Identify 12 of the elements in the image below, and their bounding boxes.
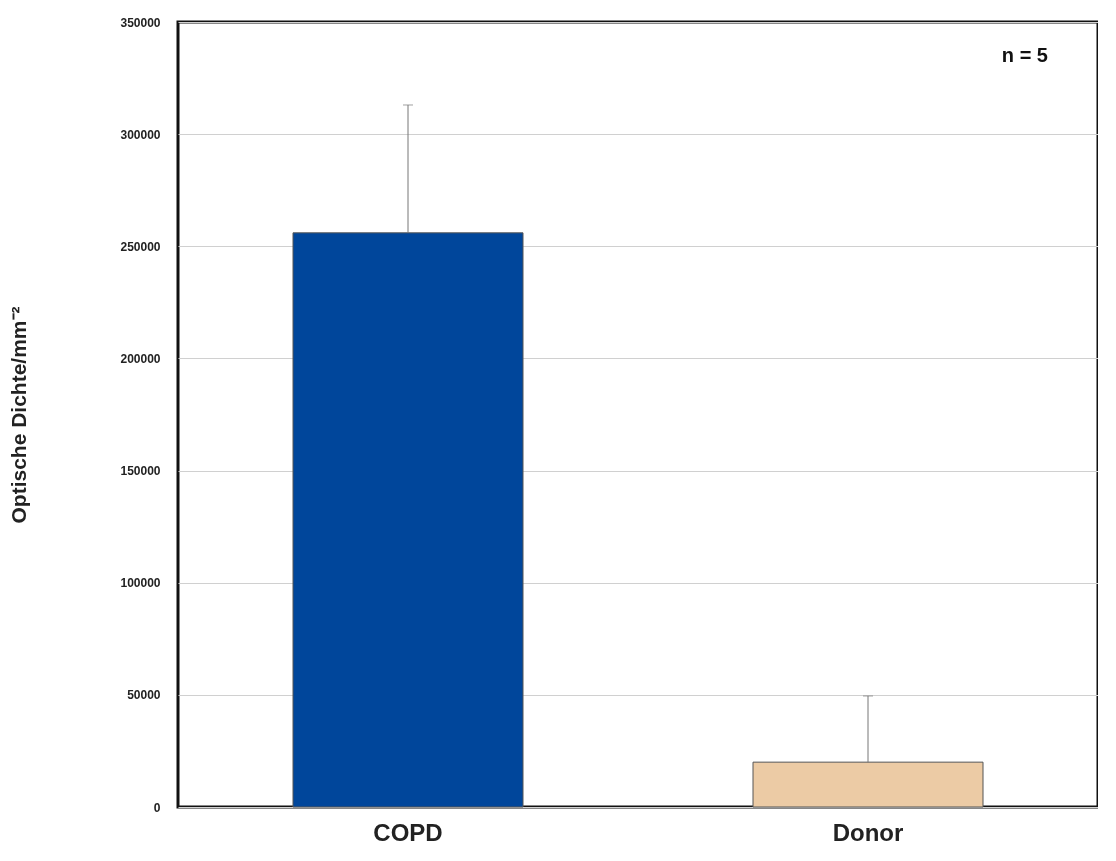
y-tick-label: 350000 [120, 15, 161, 30]
x-tick-label: Donor [832, 818, 904, 846]
y-tick-label: 250000 [120, 239, 161, 254]
annotation: n = 5 [1001, 44, 1048, 66]
y-tick-label: 200000 [120, 351, 161, 366]
y-axis-title: Optische Dichte/mm⁻² [7, 306, 31, 524]
y-tick-label: 100000 [120, 576, 161, 591]
y-tick-label: 300000 [120, 127, 161, 142]
y-tick-label: 150000 [120, 464, 161, 479]
y-tick-label: 50000 [127, 688, 161, 703]
y-tick-label: 0 [153, 800, 161, 815]
x-tick-label: COPD [373, 818, 443, 846]
